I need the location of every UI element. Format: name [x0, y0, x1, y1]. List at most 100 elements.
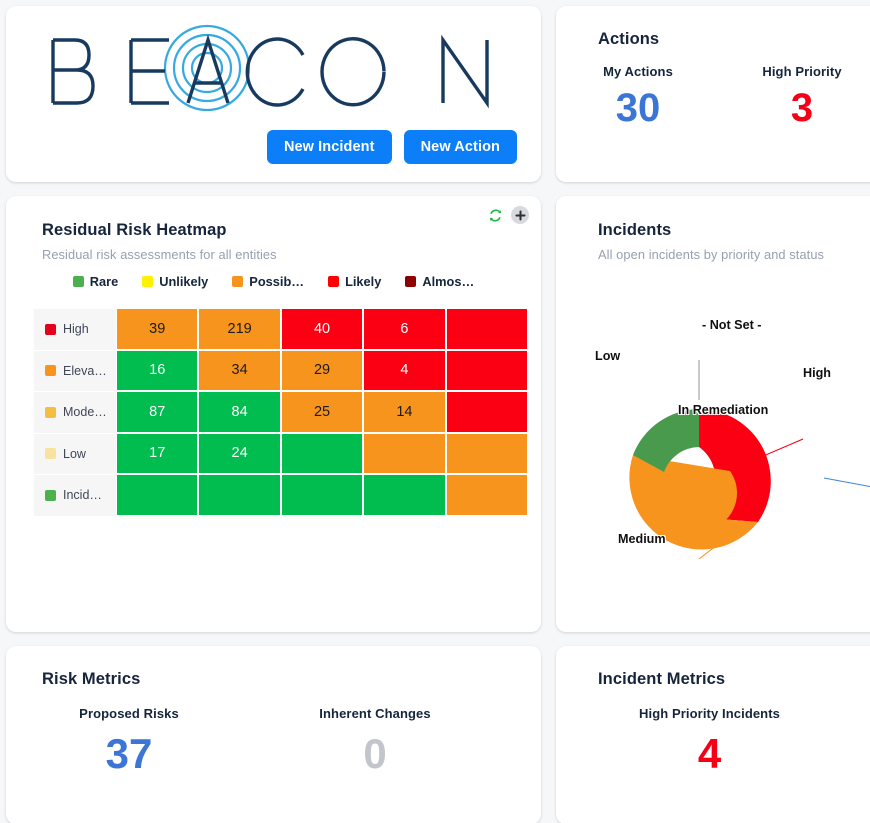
incidents-subtitle: All open incidents by priority and statu… — [598, 247, 825, 262]
incidents-title: Incidents — [598, 221, 672, 239]
metric-high-priority[interactable]: High Priority 3 — [720, 64, 870, 128]
metric-my-actions[interactable]: My Actions 30 — [556, 64, 720, 128]
legend-item[interactable]: Rare — [72, 274, 119, 289]
heatmap-cell[interactable] — [199, 475, 280, 515]
heatmap-cell[interactable] — [446, 350, 528, 390]
metric-value: 37 — [105, 730, 153, 777]
heatmap-row-label[interactable]: Mode… — [34, 392, 116, 434]
heatmap-cell[interactable]: 34 — [199, 350, 280, 390]
refresh-icon[interactable] — [488, 208, 503, 223]
legend-swatch-icon — [328, 276, 340, 287]
heatmap-row-cells: 17 24 — [116, 433, 528, 476]
heatmap-row: Mode… 87 84 25 14 — [34, 392, 528, 434]
add-icon-svg — [514, 209, 526, 221]
heatmap-cell[interactable] — [446, 475, 528, 515]
row-swatch-icon — [45, 365, 56, 377]
legend-item[interactable]: Unlikely — [142, 274, 208, 289]
metric-label: Inherent Changes — [319, 706, 431, 721]
metric-inherent-changes[interactable]: Inherent Changes 0 — [252, 706, 498, 775]
heatmap-row: Incid… — [34, 475, 528, 517]
heatmap-cell[interactable]: 24 — [199, 433, 280, 473]
row-label-text: Eleva… — [63, 363, 107, 378]
heatmap-row: High 39 219 40 6 — [34, 309, 528, 351]
legend-label: Likely — [345, 274, 382, 289]
heatmap-row-label[interactable]: High — [34, 309, 116, 351]
incident-metrics-row: High Priority Incidents 4 — [556, 706, 870, 775]
incident-metrics-title: Incident Metrics — [598, 670, 726, 688]
donut-label-high: High — [803, 366, 831, 380]
metric-value: 30 — [615, 86, 661, 130]
heatmap-cell[interactable] — [446, 433, 528, 473]
residual-risk-heatmap-card: Residual Risk Heatmap Residual risk asse… — [6, 196, 541, 632]
legend-label: Rare — [89, 274, 119, 289]
heatmap-cell[interactable]: 29 — [281, 350, 363, 390]
heatmap-cell[interactable]: 219 — [199, 309, 280, 349]
legend-swatch-icon — [405, 276, 417, 287]
row-label-text: High — [63, 322, 89, 337]
heatmap-cell[interactable]: 87 — [117, 392, 198, 432]
heatmap-cell[interactable]: 17 — [117, 433, 198, 473]
donut-segment-high[interactable] — [668, 409, 771, 522]
heatmap-row-cells: 16 34 29 4 — [116, 350, 528, 393]
actions-card: Actions My Actions 30 High Priority 3 — [556, 6, 870, 182]
heatmap-cell[interactable]: 16 — [117, 350, 198, 390]
incident-metrics-card: Incident Metrics High Priority Incidents… — [556, 646, 870, 823]
heatmap-row-label[interactable]: Incid… — [34, 475, 116, 517]
heatmap-cell[interactable]: 25 — [281, 392, 363, 432]
heatmap-cell[interactable] — [446, 392, 528, 432]
heatmap-subtitle: Residual risk assessments for all entiti… — [42, 247, 277, 262]
metric-label: High Priority — [762, 64, 842, 79]
legend-swatch-icon — [72, 276, 84, 287]
metric-value: 3 — [790, 86, 814, 130]
heatmap-row-label[interactable]: Low — [34, 433, 116, 475]
metric-label: My Actions — [603, 64, 673, 79]
row-swatch-icon — [45, 406, 56, 418]
logo-card-actions: New Incident New Action — [266, 130, 517, 164]
heatmap-cell[interactable] — [281, 433, 363, 473]
heatmap-grid: High 39 219 40 6 Eleva… 16 34 29 4 Mode… 87 84 25 14 Lo… — [34, 309, 528, 517]
donut-label-medium: Medium — [618, 532, 666, 546]
heatmap-cell[interactable]: 4 — [364, 350, 445, 390]
heatmap-cell[interactable]: 40 — [281, 309, 363, 349]
heatmap-cell[interactable] — [281, 475, 363, 515]
row-swatch-icon — [45, 323, 56, 335]
heatmap-cell[interactable] — [364, 433, 445, 473]
row-swatch-icon — [45, 448, 56, 460]
legend-item[interactable]: Almos… — [405, 274, 474, 289]
heatmap-legend: Rare Unlikely Possib… Likely Almos… — [6, 274, 541, 289]
new-action-button[interactable]: New Action — [403, 130, 517, 164]
heatmap-cell[interactable]: 84 — [199, 392, 280, 432]
legend-swatch-icon — [142, 276, 154, 287]
donut-segment-low[interactable] — [633, 409, 699, 472]
legend-swatch-icon — [232, 276, 244, 287]
incidents-donut-chart: - Not Set - High Low Medium In Remediati… — [556, 266, 870, 626]
incidents-donut-svg — [629, 360, 870, 560]
heatmap-cell[interactable] — [117, 475, 198, 515]
donut-segment-medium[interactable] — [629, 455, 758, 550]
heatmap-row: Eleva… 16 34 29 4 — [34, 350, 528, 393]
refresh-icon-svg — [489, 208, 502, 222]
heatmap-cell[interactable]: 6 — [364, 309, 445, 349]
donut-label-low: Low — [595, 349, 621, 363]
donut-label-not-set: - Not Set - — [702, 318, 762, 332]
heatmap-row-label[interactable]: Eleva… — [34, 350, 116, 392]
legend-item[interactable]: Possib… — [232, 274, 304, 289]
heatmap-cell[interactable]: 14 — [364, 392, 445, 432]
heatmap-row-cells: 39 219 40 6 — [116, 309, 528, 351]
leader-in-remediation — [823, 477, 870, 488]
heatmap-cell[interactable]: 39 — [117, 309, 198, 349]
metric-high-priority-incidents[interactable]: High Priority Incidents 4 — [556, 706, 863, 775]
row-label-text: Mode… — [63, 405, 107, 420]
heatmap-cell[interactable] — [446, 309, 528, 349]
metric-value: 4 — [697, 730, 722, 777]
add-icon[interactable] — [511, 206, 529, 224]
actions-metric-row: My Actions 30 High Priority 3 — [556, 64, 870, 128]
new-incident-button[interactable]: New Incident — [266, 130, 392, 164]
row-label-text: Incid… — [63, 488, 102, 503]
metric-proposed-risks[interactable]: Proposed Risks 37 — [6, 706, 252, 775]
actions-card-title: Actions — [598, 30, 660, 48]
heatmap-cell[interactable] — [364, 475, 445, 515]
metric-label: High Priority Incidents — [639, 706, 780, 721]
legend-item[interactable]: Likely — [328, 274, 381, 289]
